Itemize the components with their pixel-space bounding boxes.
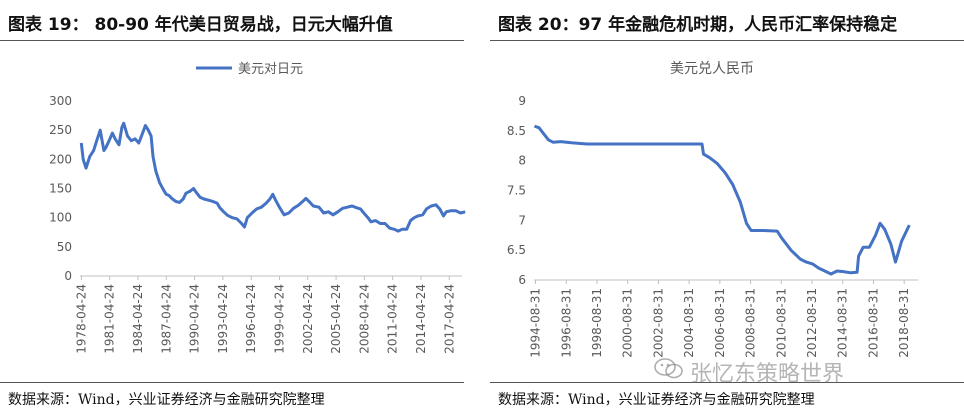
x-tick-label: 2011-04-24 bbox=[386, 284, 400, 354]
x-tick-label: 1984-04-24 bbox=[131, 284, 145, 354]
x-tick-label: 2008-04-24 bbox=[357, 284, 371, 354]
yen-chart: 0 50 100 150 200 250 300 1978-04-24 1981-04-24 19… bbox=[49, 62, 466, 354]
y-tick-label: 8.5 bbox=[507, 124, 526, 138]
x-tick-label: 1990-04-24 bbox=[188, 284, 202, 354]
x-tick-label: 1998-08-31 bbox=[590, 288, 604, 358]
x-tick-label: 2000-08-31 bbox=[621, 288, 635, 358]
right-title-rule bbox=[490, 40, 964, 41]
x-tick-label: 1994-08-31 bbox=[529, 288, 543, 358]
y-tick-label: 250 bbox=[49, 123, 72, 137]
x-tick-label: 2010-08-31 bbox=[774, 288, 788, 358]
x-tick-label: 2004-08-31 bbox=[682, 288, 696, 358]
y-tick-label: 6 bbox=[518, 273, 526, 287]
x-tick-label: 2017-04-24 bbox=[442, 284, 456, 354]
series-line bbox=[533, 124, 911, 276]
x-tick-label: 1999-04-24 bbox=[272, 284, 286, 354]
x-tick-label: 1996-04-24 bbox=[244, 284, 258, 354]
legend-label: 美元对日元 bbox=[238, 62, 303, 77]
x-tick-label: 2006-08-31 bbox=[713, 288, 727, 358]
y-tick-label: 300 bbox=[49, 94, 72, 108]
x-tick-label: 2008-08-31 bbox=[744, 288, 758, 358]
x-tick-label: 1996-08-31 bbox=[559, 288, 573, 358]
series-line bbox=[79, 121, 466, 233]
x-tick-label: 1993-04-24 bbox=[216, 284, 230, 354]
left-title-rule bbox=[0, 40, 464, 41]
y-tick-label: 8 bbox=[518, 154, 526, 168]
x-tick-label: 2018-08-31 bbox=[897, 288, 911, 358]
x-tick-label: 1978-04-24 bbox=[74, 284, 88, 354]
x-tick-label: 2002-04-24 bbox=[301, 284, 315, 354]
y-tick-label: 6.5 bbox=[507, 243, 526, 257]
x-tick-label: 2002-08-31 bbox=[651, 288, 665, 358]
y-tick-label: 7.5 bbox=[507, 184, 526, 198]
y-tick-label: 100 bbox=[49, 211, 72, 225]
right-figure-title: 图表 20：97 年金融危机时期，人民币汇率保持稳定 bbox=[498, 15, 898, 35]
y-tick-label: 50 bbox=[57, 240, 72, 254]
left-source-note: 数据来源：Wind，兴业证券经济与金融研究院整理 bbox=[8, 392, 325, 408]
x-tick-label: 2012-08-31 bbox=[805, 288, 819, 358]
chart-title: 美元兑人民币 bbox=[670, 61, 754, 77]
right-source-rule bbox=[490, 382, 964, 383]
x-tick-label: 2005-04-24 bbox=[329, 284, 343, 354]
x-tick-label: 2016-08-31 bbox=[866, 288, 880, 358]
x-tick-label: 1981-04-24 bbox=[103, 284, 117, 354]
y-tick-label: 7 bbox=[518, 213, 526, 227]
right-source-note: 数据来源：Wind，兴业证券经济与金融研究院整理 bbox=[498, 392, 815, 408]
rmb-chart: 6 6.5 7 7.5 8 8.5 9 1994-08-31 1996-08-31 1998-08… bbox=[507, 61, 918, 358]
x-tick-label: 2014-04-24 bbox=[414, 284, 428, 354]
y-tick-label: 150 bbox=[49, 182, 72, 196]
x-tick-label: 2014-08-31 bbox=[836, 288, 850, 358]
y-tick-label: 0 bbox=[64, 269, 72, 283]
wechat-icon bbox=[654, 358, 683, 379]
right-figure-panel: 图表 20：97 年金融危机时期，人民币汇率保持稳定 6 6.5 7 7.5 8 8.5 9… bbox=[490, 0, 964, 418]
left-source-rule bbox=[0, 382, 464, 383]
x-tick-label: 1987-04-24 bbox=[159, 284, 173, 354]
y-tick-label: 9 bbox=[518, 94, 526, 108]
watermark-text: 张忆东策略世界 bbox=[690, 362, 845, 387]
left-figure-panel: 图表 19： 80-90 年代美日贸易战，日元大幅升值 0 50 100 150 200… bbox=[0, 0, 466, 418]
left-figure-title: 图表 19： 80-90 年代美日贸易战，日元大幅升值 bbox=[8, 15, 393, 35]
y-tick-label: 200 bbox=[49, 152, 72, 166]
